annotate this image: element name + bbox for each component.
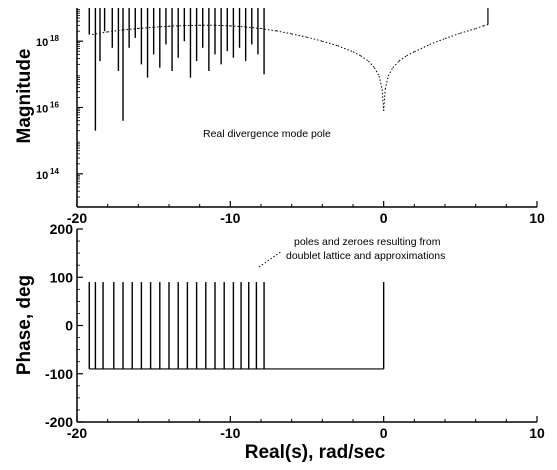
magnitude-curve-segment: [388, 68, 393, 76]
magnitude-curve-segment: [430, 39, 445, 45]
magnitude-curve-segment: [138, 27, 153, 28]
magnitude-curve-segment: [261, 29, 276, 31]
phase-y-tick-label: 200: [50, 221, 74, 237]
magnitude-x-tick-label: 0: [380, 210, 388, 226]
magnitude-curve-segment: [483, 25, 488, 26]
magnitude-curve-segment: [353, 52, 361, 56]
magnitude-curve-segment: [169, 26, 184, 27]
phase-x-tick-label: 10: [529, 425, 545, 441]
phase-x-label: Real(s), rad/sec: [245, 442, 386, 463]
annotation-leader-line: [259, 251, 282, 267]
magnitude-curve-segment: [322, 41, 337, 46]
magnitude-curve-segment: [154, 26, 169, 27]
magnitude-curve-segment: [292, 34, 307, 37]
magnitude-curve-segment: [246, 27, 261, 29]
magnitude-curve-segment: [382, 89, 384, 111]
magnitude-curve-segment: [476, 26, 484, 29]
magnitude-curve-segment: [379, 76, 382, 89]
magnitude-y-tick-exponent: 16: [50, 101, 59, 110]
phase-y-tick-label: -200: [45, 414, 73, 430]
magnitude-curve-segment: [361, 56, 369, 61]
phase-y-tick-label: 0: [65, 318, 73, 334]
magnitude-curve-segment: [399, 56, 407, 61]
magnitude-marks: [89, 8, 488, 131]
phase-annotation-line-1: poles and zeroes resulting from: [294, 236, 441, 248]
magnitude-y-tick-label: 10: [36, 170, 48, 182]
magnitude-y-label: Magnitude: [14, 49, 35, 144]
magnitude-curve-segment: [307, 37, 322, 41]
phase-marks: [89, 282, 383, 369]
magnitude-y-tick-label: 10: [36, 104, 48, 116]
magnitude-curve-segment: [215, 25, 230, 26]
magnitude-curve-segment: [108, 30, 123, 32]
phase-y-tick-label: 100: [50, 269, 74, 285]
magnitude-curve-segment: [393, 61, 399, 68]
magnitude-x-tick-label: -10: [220, 210, 240, 226]
magnitude-curve-segment: [276, 31, 291, 34]
magnitude-x-tick-label: 10: [529, 210, 545, 226]
magnitude-curve-segment: [338, 46, 353, 52]
magnitude-y-tick-exponent: 14: [50, 167, 59, 176]
magnitude-curve-segment: [445, 33, 460, 38]
magnitude-y-tick-label: 10: [36, 37, 48, 49]
phase-x-tick-label: -10: [220, 425, 240, 441]
phase-y-tick-label: -100: [45, 366, 73, 382]
magnitude-curve-segment: [385, 76, 388, 89]
magnitude-curve-segment: [368, 61, 374, 68]
phase-y-label: Phase, deg: [14, 275, 35, 375]
magnitude-curve-segment: [414, 44, 429, 51]
magnitude-curve-segment: [407, 52, 415, 56]
magnitude-curve-segment: [374, 68, 379, 76]
magnitude-curve-segment: [460, 29, 475, 34]
phase-x-tick-label: 0: [380, 425, 388, 441]
magnitude-curve-segment: [230, 26, 245, 27]
phase-annotation-line-2: doublet lattice and approximations: [286, 250, 445, 262]
magnitude-y-tick-exponent: 18: [50, 34, 59, 43]
magnitude-annotation: Real divergence mode pole: [203, 128, 331, 140]
magnitude-curve-segment: [123, 29, 138, 30]
